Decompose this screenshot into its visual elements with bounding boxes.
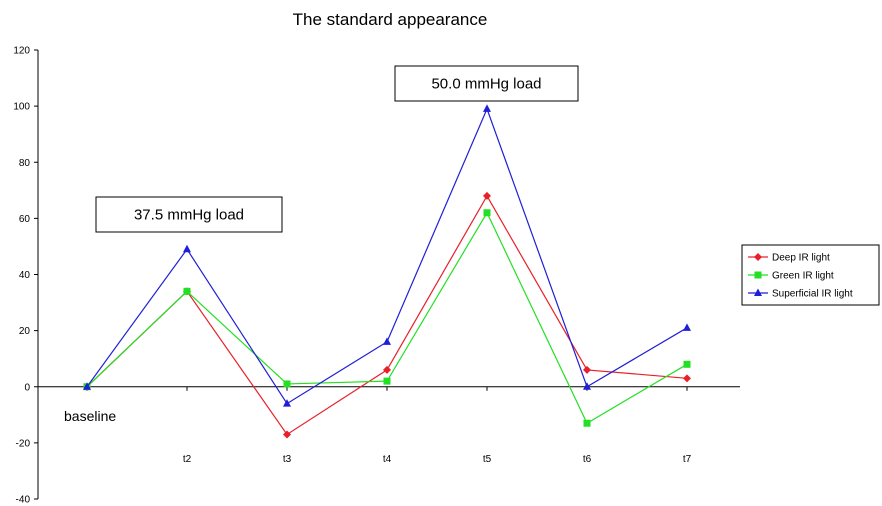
series-1 [83, 209, 691, 427]
y-tick-label: -40 [16, 495, 31, 506]
point-marker [483, 191, 491, 200]
point-marker [383, 365, 391, 374]
y-tick-label: 40 [19, 270, 31, 281]
point-marker [583, 365, 591, 374]
x-tick-label: t5 [483, 454, 492, 465]
x-tick-label: t7 [683, 454, 692, 465]
y-tick-label: 20 [19, 326, 31, 337]
annotation-box [394, 65, 579, 102]
point-marker [283, 399, 291, 407]
point-marker [83, 382, 91, 390]
point-marker [183, 244, 191, 253]
series-2 [83, 104, 691, 407]
point-marker [483, 104, 491, 112]
annotation-box [95, 196, 283, 233]
point-marker [754, 288, 762, 296]
series-line [86, 211, 688, 425]
x-tick-label: t2 [183, 454, 192, 465]
axes: -40 -20 0 20 40 60 80 100 120 t2 t3 t4 t5 t6 t7 [13, 46, 740, 506]
legend: Deep IR light Green IR light Superficial I… [741, 244, 880, 306]
y-tick-label: 60 [19, 214, 31, 225]
point-marker [383, 377, 391, 385]
annotation-label: 37.5 mmHg load [134, 207, 244, 224]
point-marker [754, 253, 762, 261]
series-group [83, 104, 691, 439]
point-marker [283, 380, 291, 388]
point-marker [583, 382, 591, 390]
point-marker [683, 323, 691, 331]
x-tick-label: t6 [583, 454, 592, 465]
annotations: 37.5 mmHg load 50.0 mmHg load [95, 65, 579, 233]
point-marker [483, 209, 491, 217]
point-marker [683, 360, 691, 368]
point-marker [383, 337, 391, 345]
series-line [86, 107, 688, 405]
point-marker [283, 430, 291, 439]
point-marker [183, 287, 191, 295]
point-marker [583, 419, 591, 427]
legend-label: Superficial IR light [772, 289, 853, 300]
point-marker [683, 374, 691, 383]
chart-title: The standard appearance [293, 10, 488, 29]
y-tick-label: 80 [19, 158, 31, 169]
legend-label: Green IR light [772, 271, 834, 282]
y-tick-label: 120 [13, 46, 30, 57]
x-tick-label: t3 [283, 454, 292, 465]
annotation-label: 50.0 mmHg load [431, 76, 541, 93]
y-tick-label: -20 [16, 438, 31, 449]
baseline-label: baseline [64, 408, 116, 424]
legend-label: Deep IR light [772, 253, 830, 264]
y-tick-label: 100 [13, 102, 30, 113]
point-marker [754, 271, 762, 279]
y-tick-label: 0 [24, 382, 30, 393]
x-tick-label: t4 [383, 454, 392, 465]
